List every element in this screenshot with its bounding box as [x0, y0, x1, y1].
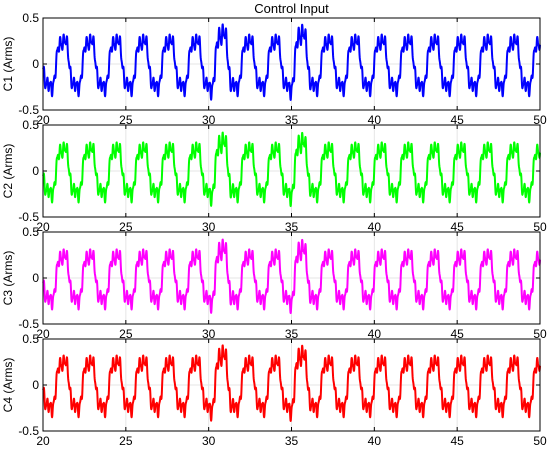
panel-3-ytick-label-2: 0.5 [22, 225, 39, 239]
panel-4-xtick-label-5: 45 [450, 434, 464, 448]
panel-4-ytick-label-2: 0.5 [22, 332, 39, 346]
panel-3-ytick-label-1: 0 [32, 271, 39, 285]
panel-2-series-line [42, 131, 541, 208]
panel-2-xtick-label-5: 45 [450, 220, 464, 234]
panel-1-ytick-label-0: -0.5 [18, 103, 39, 117]
panel-3-xtick-label-6: 50 [533, 327, 547, 341]
panel-1-xtick-label-3: 35 [285, 113, 299, 127]
panel-3-xtick-label-2: 30 [202, 327, 216, 341]
panel-3-xtick-label-0: 20 [36, 327, 50, 341]
panel-4-xtick-label-6: 50 [533, 434, 547, 448]
panel-2-xtick-label-1: 25 [119, 220, 133, 234]
panel-2-ytick-label-2: 0.5 [22, 118, 39, 132]
panel-2-ylabel: C2 (Arms) [1, 144, 15, 199]
panel-4-ylabel: C4 (Arms) [1, 358, 15, 413]
panel-2-ytick-label-1: 0 [32, 164, 39, 178]
chart-title: Control Input [254, 1, 329, 16]
panel-3-series-line [42, 238, 541, 315]
panel-4-ytick-label-1: 0 [32, 378, 39, 392]
panel-4-xtick-label-3: 35 [285, 434, 299, 448]
panel-1-xtick-label-0: 20 [36, 113, 50, 127]
panel-4-ytick-label-0: -0.5 [18, 424, 39, 438]
panel-2-ytick-label-0: -0.5 [18, 210, 39, 224]
panel-3-ylabel: C3 (Arms) [1, 251, 15, 306]
panel-1-xtick-label-4: 40 [368, 113, 382, 127]
panel-4-xtick-label-1: 25 [119, 434, 133, 448]
panel-1-xtick-label-6: 50 [533, 113, 547, 127]
panel-2-xtick-label-6: 50 [533, 220, 547, 234]
panel-2-xtick-label-0: 20 [36, 220, 50, 234]
panel-1-ylabel: C1 (Arms) [1, 37, 15, 92]
panel-1-xtick-label-2: 30 [202, 113, 216, 127]
panel-1-xtick-label-5: 45 [450, 113, 464, 127]
panel-2-xtick-label-4: 40 [368, 220, 382, 234]
panel-2-xtick-label-2: 30 [202, 220, 216, 234]
panel-3-xtick-label-5: 45 [450, 327, 464, 341]
panel-4-xtick-label-2: 30 [202, 434, 216, 448]
panel-3-xtick-label-1: 25 [119, 327, 133, 341]
panel-4-series-line [42, 344, 541, 422]
panel-4-xtick-label-0: 20 [36, 434, 50, 448]
panel-3-xtick-label-3: 35 [285, 327, 299, 341]
x-axis-label: Time (s) [270, 448, 314, 450]
panel-3-ytick-label-0: -0.5 [18, 317, 39, 331]
panel-1-xtick-label-1: 25 [119, 113, 133, 127]
panel-3-xtick-label-4: 40 [368, 327, 382, 341]
panel-2-xtick-label-3: 35 [285, 220, 299, 234]
panel-1-ytick-label-1: 0 [32, 57, 39, 71]
panel-1-series-line [42, 23, 541, 101]
panel-4-xtick-label-4: 40 [368, 434, 382, 448]
panel-1-ytick-label-2: 0.5 [22, 11, 39, 25]
